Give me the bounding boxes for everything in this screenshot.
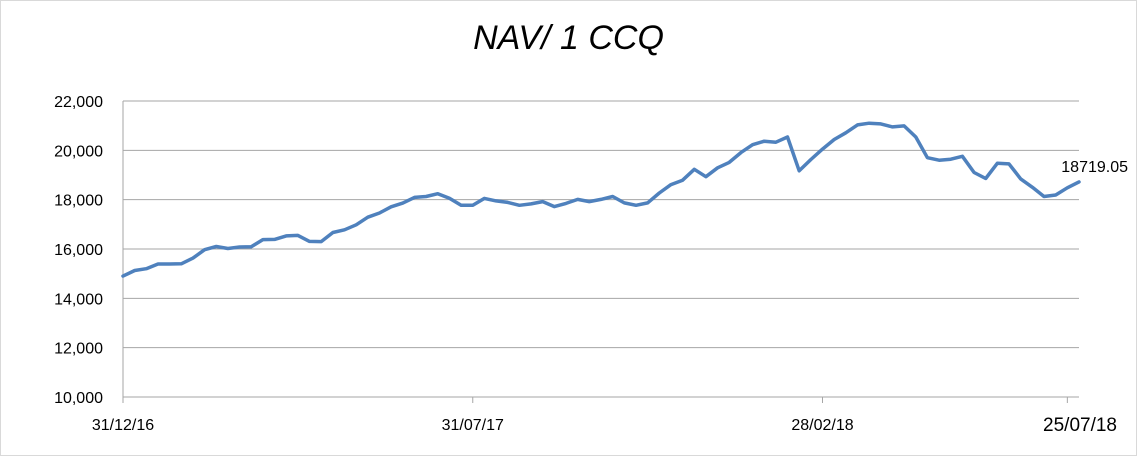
- y-tick-label: 10,000: [54, 390, 103, 407]
- x-tick-label: 31/12/16: [92, 417, 154, 434]
- chart-title: NAV/ 1 CCQ: [473, 19, 664, 57]
- y-tick-label: 12,000: [54, 341, 103, 358]
- y-tick-label: 18,000: [54, 193, 103, 210]
- x-tick-label: 31/07/17: [442, 417, 504, 434]
- y-tick-label: 16,000: [54, 242, 103, 259]
- nav-series-line: [121, 121, 1081, 278]
- x-tick-label: 25/07/18: [1043, 415, 1117, 436]
- y-tick-label: 14,000: [54, 291, 103, 308]
- y-tick-label: 22,000: [54, 94, 103, 111]
- x-tick-label: 28/02/18: [791, 417, 853, 434]
- y-tick-label: 20,000: [54, 143, 103, 160]
- data-label: 18719.05: [1061, 159, 1128, 176]
